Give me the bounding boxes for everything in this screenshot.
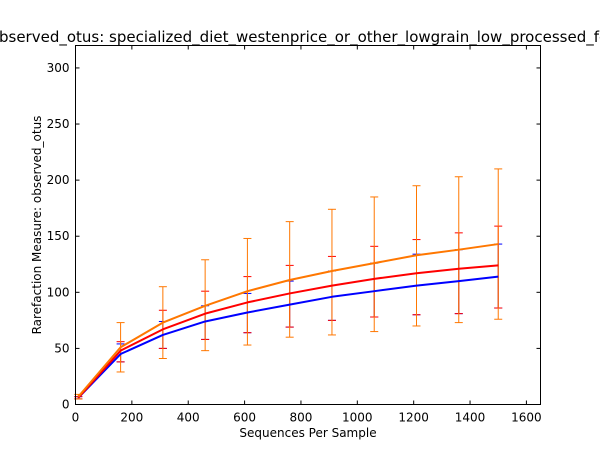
series-lines (77, 243, 499, 399)
x-axis-ticks: 0 200 400 600 800 1000 1200 1400 1600 (72, 45, 542, 425)
y-tick-label: 250 (47, 117, 70, 131)
y-tick-label: 200 (47, 173, 70, 187)
x-tick-label: 400 (177, 411, 200, 425)
chart-title: observed_otus: specialized_diet_westenpr… (0, 28, 600, 47)
series-line-1 (77, 264, 499, 399)
y-tick-label: 150 (47, 229, 70, 243)
x-tick-label: 800 (290, 411, 313, 425)
x-tick-label: 1200 (398, 411, 429, 425)
series-line-0 (77, 275, 499, 399)
plot-frame (75, 45, 541, 405)
x-tick-label: 1600 (511, 411, 542, 425)
x-tick-label: 200 (120, 411, 143, 425)
y-axis-ticks: 0 50 100 150 200 250 300 (47, 61, 541, 412)
y-tick-label: 50 (54, 341, 69, 355)
x-tick-label: 600 (233, 411, 256, 425)
y-tick-label: 100 (47, 285, 70, 299)
y-tick-label: 300 (47, 61, 70, 75)
plot-area (75, 45, 541, 405)
x-axis-label: Sequences Per Sample (239, 426, 376, 440)
x-tick-label: 1000 (342, 411, 373, 425)
x-tick-label: 1400 (455, 411, 486, 425)
y-tick-label: 0 (62, 398, 70, 412)
series-line-2 (77, 243, 499, 398)
x-tick-label: 0 (72, 411, 80, 425)
y-axis-label: Rarefaction Measure: observed_otus (30, 116, 44, 335)
